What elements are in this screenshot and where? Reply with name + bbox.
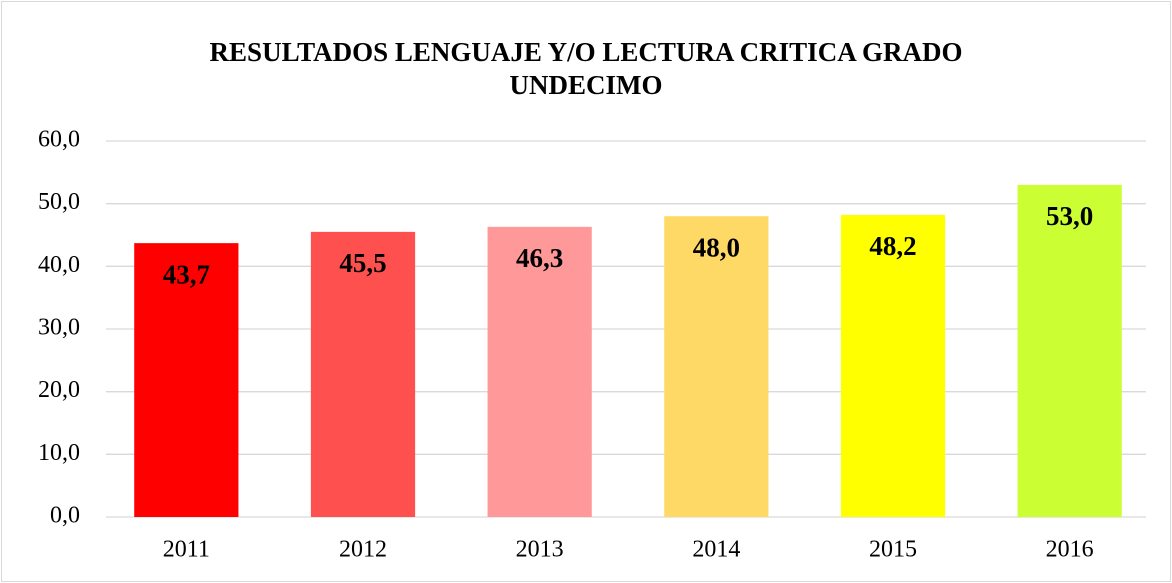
bar (487, 226, 592, 517)
x-tick-label: 2016 (1046, 537, 1094, 563)
bar (840, 214, 946, 518)
bar (1017, 184, 1122, 517)
x-tick-label: 2015 (869, 537, 917, 563)
bar (134, 243, 239, 517)
x-tick-label: 2013 (516, 537, 564, 563)
x-tick-label: 2011 (163, 537, 210, 563)
data-label: 45,5 (339, 248, 386, 278)
y-tick-label: 0,0 (50, 503, 80, 529)
y-tick-label: 50,0 (38, 189, 80, 215)
data-label: 43,7 (163, 259, 210, 289)
bar (310, 231, 416, 517)
bar (664, 216, 769, 517)
y-tick-label: 60,0 (38, 127, 80, 153)
y-tick-label: 40,0 (38, 252, 80, 278)
y-tick-label: 10,0 (38, 440, 80, 466)
data-label: 53,0 (1046, 201, 1093, 231)
data-label: 48,0 (693, 232, 740, 262)
y-tick-label: 30,0 (38, 315, 80, 341)
x-tick-label: 2014 (692, 537, 740, 563)
data-label: 46,3 (516, 243, 563, 273)
x-tick-label: 2012 (339, 537, 387, 563)
y-tick-label: 20,0 (38, 377, 80, 403)
chart-title: RESULTADOS LENGUAJE Y/O LECTURA CRITICA … (209, 37, 963, 100)
data-label: 48,2 (869, 231, 916, 261)
